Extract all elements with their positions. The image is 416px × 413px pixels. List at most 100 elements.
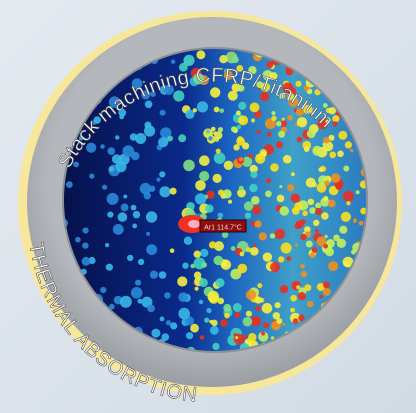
heat-spot bbox=[190, 263, 195, 269]
heat-spot bbox=[170, 322, 178, 330]
heat-spot bbox=[292, 318, 299, 325]
heat-spot bbox=[242, 316, 253, 327]
heat-spot bbox=[194, 193, 207, 205]
heat-spot bbox=[355, 190, 360, 195]
heat-spot bbox=[158, 271, 167, 279]
heat-spot bbox=[200, 248, 209, 258]
heat-spot bbox=[206, 307, 212, 314]
inner-border bbox=[62, 47, 368, 353]
heat-spot bbox=[302, 210, 308, 216]
heat-spot bbox=[107, 211, 114, 218]
heat-spot bbox=[112, 224, 124, 235]
heat-spot bbox=[306, 300, 314, 308]
heat-spot bbox=[332, 115, 340, 123]
heat-spot bbox=[220, 319, 228, 327]
heat-spot bbox=[100, 286, 107, 294]
heat-spot bbox=[255, 153, 266, 164]
heat-spot bbox=[145, 211, 158, 223]
heat-spot bbox=[161, 333, 170, 341]
heat-spot bbox=[300, 219, 306, 225]
heat-spot bbox=[272, 312, 280, 320]
heat-spot bbox=[261, 303, 273, 314]
heat-spot bbox=[312, 145, 323, 156]
heat-spot bbox=[332, 121, 338, 127]
heat-spot bbox=[217, 212, 224, 219]
heat-spot bbox=[337, 150, 344, 158]
heat-spot bbox=[118, 108, 127, 117]
heat-spot bbox=[208, 241, 217, 249]
heat-spot bbox=[290, 307, 295, 313]
heat-spot bbox=[244, 212, 252, 219]
heat-spot bbox=[266, 178, 272, 184]
heat-spot bbox=[249, 183, 258, 193]
heat-spot bbox=[296, 136, 303, 143]
heat-spot bbox=[108, 96, 121, 108]
heat-spot bbox=[257, 283, 263, 289]
heat-spot bbox=[295, 243, 299, 247]
heat-spot bbox=[159, 316, 165, 322]
heat-spot bbox=[324, 180, 330, 186]
heat-spot bbox=[159, 186, 171, 198]
heat-spot bbox=[196, 50, 206, 60]
heat-spot bbox=[327, 199, 336, 208]
heat-spot bbox=[290, 193, 300, 203]
heat-spot bbox=[300, 270, 307, 278]
heat-spot bbox=[206, 190, 215, 199]
heat-spot bbox=[269, 72, 278, 80]
heat-spot bbox=[170, 59, 176, 64]
heat-spot bbox=[217, 297, 225, 305]
heat-spot bbox=[107, 147, 116, 156]
hotspot-label: Ar1 114.7°C bbox=[204, 224, 242, 232]
heat-spot bbox=[120, 203, 129, 212]
heat-spot bbox=[237, 84, 245, 92]
heat-spot bbox=[250, 315, 261, 327]
heat-spot bbox=[316, 283, 325, 291]
heat-spot bbox=[214, 241, 224, 252]
heat-spot bbox=[252, 205, 262, 215]
heat-spot bbox=[209, 319, 213, 324]
heat-spot bbox=[316, 236, 327, 247]
heat-spot bbox=[315, 207, 323, 216]
heat-spot bbox=[215, 278, 225, 288]
heat-spot bbox=[81, 256, 91, 266]
heat-spot bbox=[323, 196, 329, 201]
heat-spot bbox=[311, 247, 318, 253]
heat-spot bbox=[183, 159, 195, 172]
heat-spot bbox=[119, 295, 132, 308]
heat-spot bbox=[245, 289, 257, 300]
heat-spot bbox=[238, 185, 244, 191]
heat-spot bbox=[248, 333, 257, 342]
heat-spot bbox=[331, 173, 341, 183]
heat-spot bbox=[213, 152, 226, 164]
heat-spot bbox=[262, 252, 273, 262]
heat-spot bbox=[262, 322, 269, 329]
heat-spot bbox=[296, 117, 308, 128]
heat-spot bbox=[279, 285, 289, 294]
heat-spot bbox=[260, 92, 270, 102]
heat-spot bbox=[285, 68, 289, 72]
heat-spot bbox=[282, 322, 286, 326]
heat-spot bbox=[141, 90, 151, 100]
heat-spot bbox=[328, 261, 339, 272]
heat-spot bbox=[102, 184, 108, 190]
heat-spot bbox=[199, 171, 210, 182]
heat-spot bbox=[262, 70, 273, 81]
heat-spot bbox=[305, 177, 316, 188]
heat-spot bbox=[287, 184, 295, 192]
heat-spot bbox=[217, 127, 224, 133]
heat-spot bbox=[250, 118, 256, 123]
heat-spot bbox=[298, 314, 305, 322]
heat-spot bbox=[185, 109, 195, 120]
heat-spot bbox=[316, 182, 327, 193]
heat-spot bbox=[291, 207, 300, 215]
heat-spot bbox=[238, 101, 247, 110]
heat-spot bbox=[82, 242, 89, 249]
heat-spot bbox=[328, 134, 335, 141]
heat-spot bbox=[339, 225, 348, 234]
heat-spot bbox=[199, 155, 210, 166]
hotspot-core bbox=[188, 220, 200, 228]
heat-spot bbox=[146, 244, 158, 256]
heat-spot bbox=[147, 304, 156, 313]
heat-spot bbox=[322, 281, 330, 289]
